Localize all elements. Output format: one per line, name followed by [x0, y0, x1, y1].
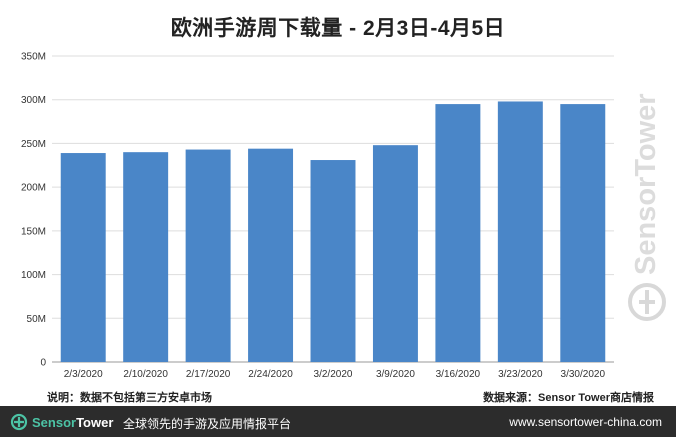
- bar: [372, 145, 418, 362]
- y-tick-label: 0: [40, 358, 46, 369]
- footer-brand-tower: Tower: [76, 414, 114, 430]
- bar-chart: 0 50M 100M 150M 200M 250M 300M 350M 2/3/2020 2/10…: [21, 52, 614, 380]
- x-tick-label: 3/2/2020: [314, 369, 353, 380]
- footer-logo: Sensor Tower: [10, 412, 113, 432]
- y-tick-label: 350M: [21, 52, 46, 63]
- x-tick-label: 2/24/2020: [248, 369, 293, 380]
- bar: [435, 104, 481, 362]
- y-tick-label: 100M: [21, 270, 46, 281]
- bar: [497, 101, 543, 362]
- x-tick-label: 2/3/2020: [64, 369, 103, 380]
- chart-title: 欧洲手游周下载量 - 2月3日-4月5日: [170, 17, 506, 40]
- y-tick-label: 250M: [21, 139, 46, 150]
- y-tick-label: 300M: [21, 95, 46, 106]
- bar: [185, 149, 231, 362]
- x-tick-label: 3/16/2020: [436, 369, 481, 380]
- y-tick-label: 50M: [27, 314, 46, 325]
- y-tick-label: 200M: [21, 183, 46, 194]
- footer-slogan: 全球领先的手游及应用情报平台: [123, 417, 292, 431]
- footer-bar: Sensor Tower 全球领先的手游及应用情报平台 www.sensortow…: [0, 406, 676, 437]
- x-tick-label: 3/30/2020: [561, 369, 606, 380]
- note-data-exclusion: 说明：数据不包括第三方安卓市场: [47, 392, 212, 404]
- y-tick-label: 150M: [21, 226, 46, 237]
- sensortower-watermark-icon: [628, 283, 666, 321]
- sensortower-logo-icon: [10, 413, 28, 431]
- x-tick-label: 2/17/2020: [186, 369, 231, 380]
- note-data-source: 数据来源：Sensor Tower商店情报: [483, 392, 654, 404]
- footer-url[interactable]: www.sensortower-china.com: [509, 415, 662, 429]
- bar: [248, 148, 294, 362]
- x-tick-label: 3/9/2020: [376, 369, 415, 380]
- watermark: SensorTower: [624, 70, 670, 330]
- footer-brand-sensor: Sensor: [32, 414, 77, 430]
- bar: [310, 160, 356, 362]
- bar: [60, 153, 106, 362]
- x-tick-label: 3/23/2020: [498, 369, 543, 380]
- bar: [560, 104, 606, 362]
- watermark-text: SensorTower: [630, 93, 662, 275]
- x-tick-label: 2/10/2020: [123, 369, 168, 380]
- bar: [123, 152, 169, 362]
